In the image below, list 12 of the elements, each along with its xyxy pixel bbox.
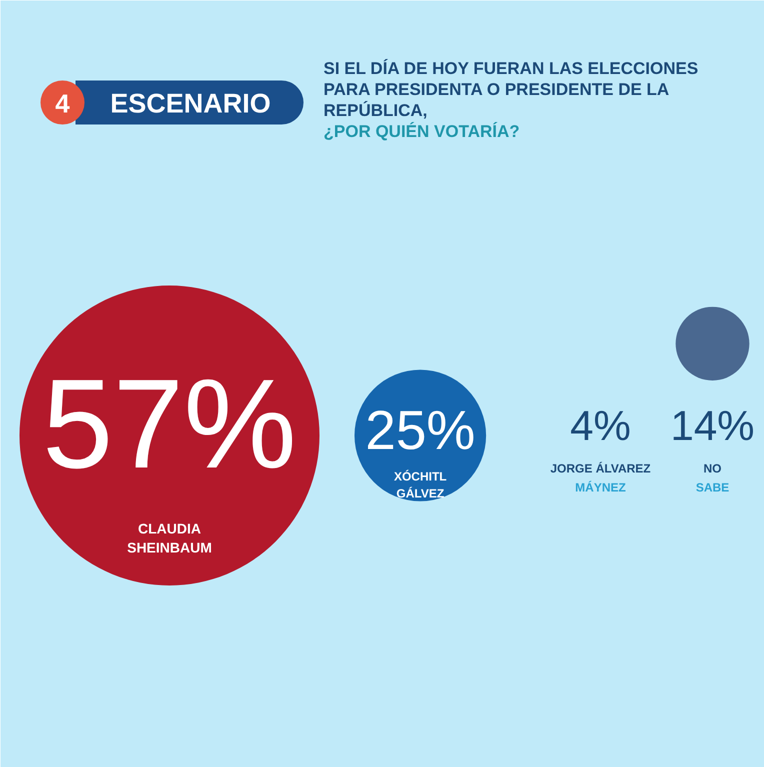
text: SI EL DÍA DE HOY FUERAN LAS ELECCIONES PARA PRESIDENTA O PRESIDENTE DE LA REPÚBLICA, bbox=[324, 58, 698, 120]
category-label: XÓCHITL GÁLVEZ bbox=[394, 469, 447, 500]
text: 4 bbox=[55, 88, 70, 118]
category-label: CLAUDIA SHEINBAUM bbox=[127, 520, 212, 556]
category-label: NO SABE bbox=[696, 462, 730, 494]
category-label: JORGE ÁLVAREZ MÁYNEZ bbox=[550, 462, 651, 494]
text: ESCENARIO bbox=[110, 88, 271, 118]
text: ¿POR QUIÉN VOTARÍA? bbox=[324, 121, 520, 141]
data-label: 57% bbox=[42, 352, 297, 494]
data-label: 14% bbox=[670, 402, 755, 449]
data-label: 25% bbox=[365, 399, 476, 462]
data-label: 4% bbox=[570, 402, 631, 449]
